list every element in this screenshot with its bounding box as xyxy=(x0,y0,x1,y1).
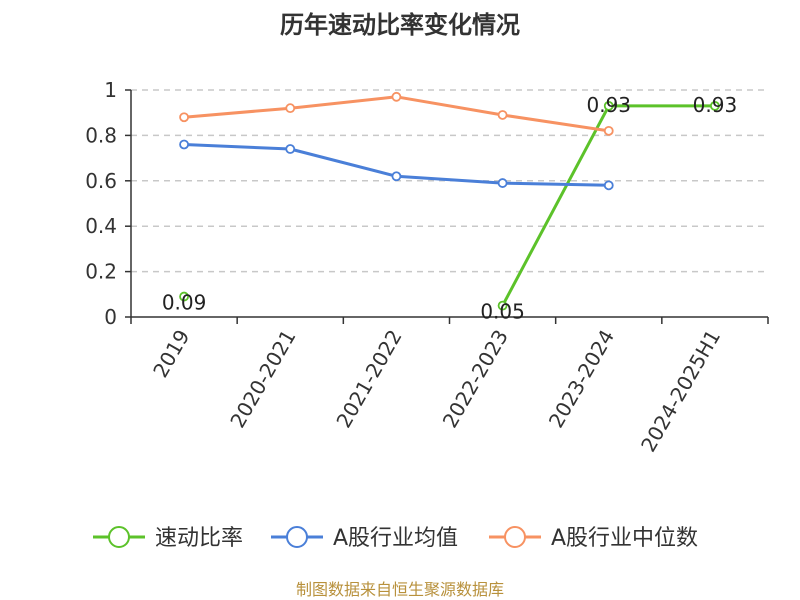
data-labels: 0.09 0.05 0.93 0.93 xyxy=(162,93,737,324)
data-point xyxy=(179,291,189,302)
data-point xyxy=(497,300,508,311)
chart-title: 历年速动比率变化情况 xyxy=(280,11,520,39)
legend-label: 速动比率 xyxy=(155,526,243,551)
legend-marker xyxy=(286,526,308,548)
legend-label: A股行业中位数 xyxy=(551,526,698,551)
x-tick-label: 2024-2025H1 xyxy=(636,326,725,456)
y-tick-label: 0.6 xyxy=(85,169,117,193)
data-point xyxy=(603,125,614,136)
grid-lines xyxy=(131,89,768,273)
legend-item-0: 速动比率 xyxy=(93,526,243,551)
y-tick-label: 0.4 xyxy=(85,214,117,238)
data-label: 0.93 xyxy=(693,93,738,117)
y-tick-label: 0 xyxy=(104,305,117,329)
data-point xyxy=(603,100,614,111)
series-2 xyxy=(179,91,614,136)
legend: 速动比率 A股行业均值 A股行业中位数 xyxy=(93,526,698,551)
x-tick-label: 2022-2023 xyxy=(438,326,513,432)
data-point xyxy=(497,178,508,188)
x-tick-label: 2019 xyxy=(148,326,194,382)
data-point xyxy=(497,110,508,120)
y-tick-label: 0.8 xyxy=(85,123,117,147)
series xyxy=(179,91,720,311)
data-label: 0.05 xyxy=(480,300,525,324)
y-tick-label: 1 xyxy=(104,78,117,102)
series-1 xyxy=(179,139,614,191)
data-point xyxy=(391,91,402,102)
data-point xyxy=(179,139,189,150)
x-tick-label: 2023-2024 xyxy=(544,326,619,432)
legend-item-2: A股行业中位数 xyxy=(489,526,698,551)
legend-label: A股行业均值 xyxy=(333,526,458,551)
data-point xyxy=(603,180,614,191)
x-tick-label: 2020-2021 xyxy=(225,326,300,432)
data-point xyxy=(285,144,296,154)
data-label: 0.09 xyxy=(162,291,207,315)
legend-marker xyxy=(108,526,130,548)
source-note: 制图数据来自恒生聚源数据库 xyxy=(296,580,504,599)
series-0 xyxy=(179,100,720,311)
data-label: 0.93 xyxy=(586,93,631,117)
y-tick-label: 0.2 xyxy=(85,260,117,284)
data-point xyxy=(391,171,402,182)
series-line xyxy=(182,95,611,133)
data-point xyxy=(710,100,720,111)
data-point xyxy=(285,103,296,114)
legend-item-1: A股行业均值 xyxy=(271,526,458,551)
x-tick-label: 2021-2022 xyxy=(331,326,406,432)
legend-marker xyxy=(504,526,526,548)
data-point xyxy=(179,112,189,123)
